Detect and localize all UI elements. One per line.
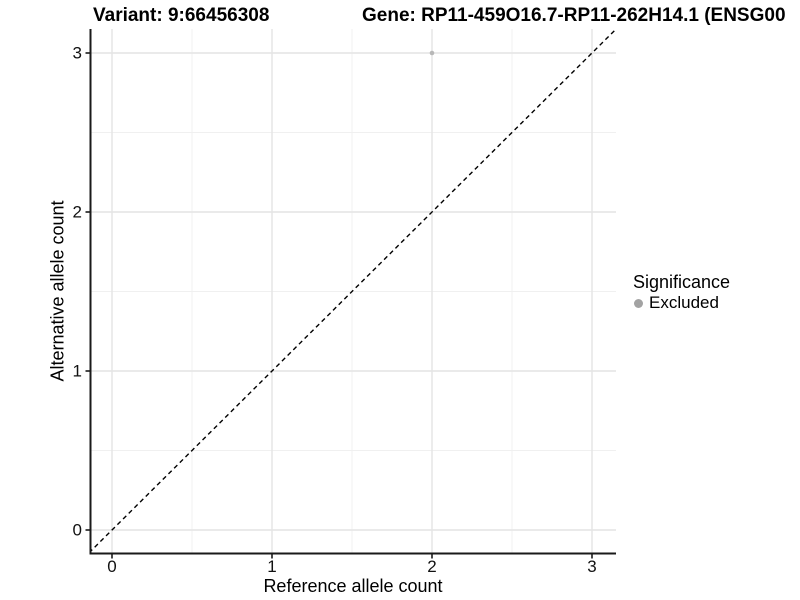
legend-item-excluded: Excluded [633,293,730,313]
x-tick-label: 1 [267,557,277,576]
identity-reference-line [90,29,616,553]
x-tick-label: 0 [107,557,117,576]
excluded-point-icon [634,298,643,308]
variant-title: Variant: 9:66456308 [93,5,270,26]
y-tick-label: 1 [72,361,82,381]
data-point [429,50,435,56]
y-axis-title: Alternative allele count [47,200,68,382]
legend: Significance Excluded [633,271,730,313]
legend-item-label: Excluded [649,293,719,312]
x-axis-title: Reference allele count [263,576,443,596]
legend-title: Significance [633,272,731,292]
y-tick-label: 0 [72,520,82,540]
x-tick-label: 3 [587,557,597,576]
x-tick-label: 2 [427,557,437,576]
gene-title: Gene: RP11-459O16.7-RP11-262H14.1 (ENSG0… [362,5,786,26]
y-tick-label: 2 [72,202,82,222]
y-tick-label: 3 [72,43,82,63]
